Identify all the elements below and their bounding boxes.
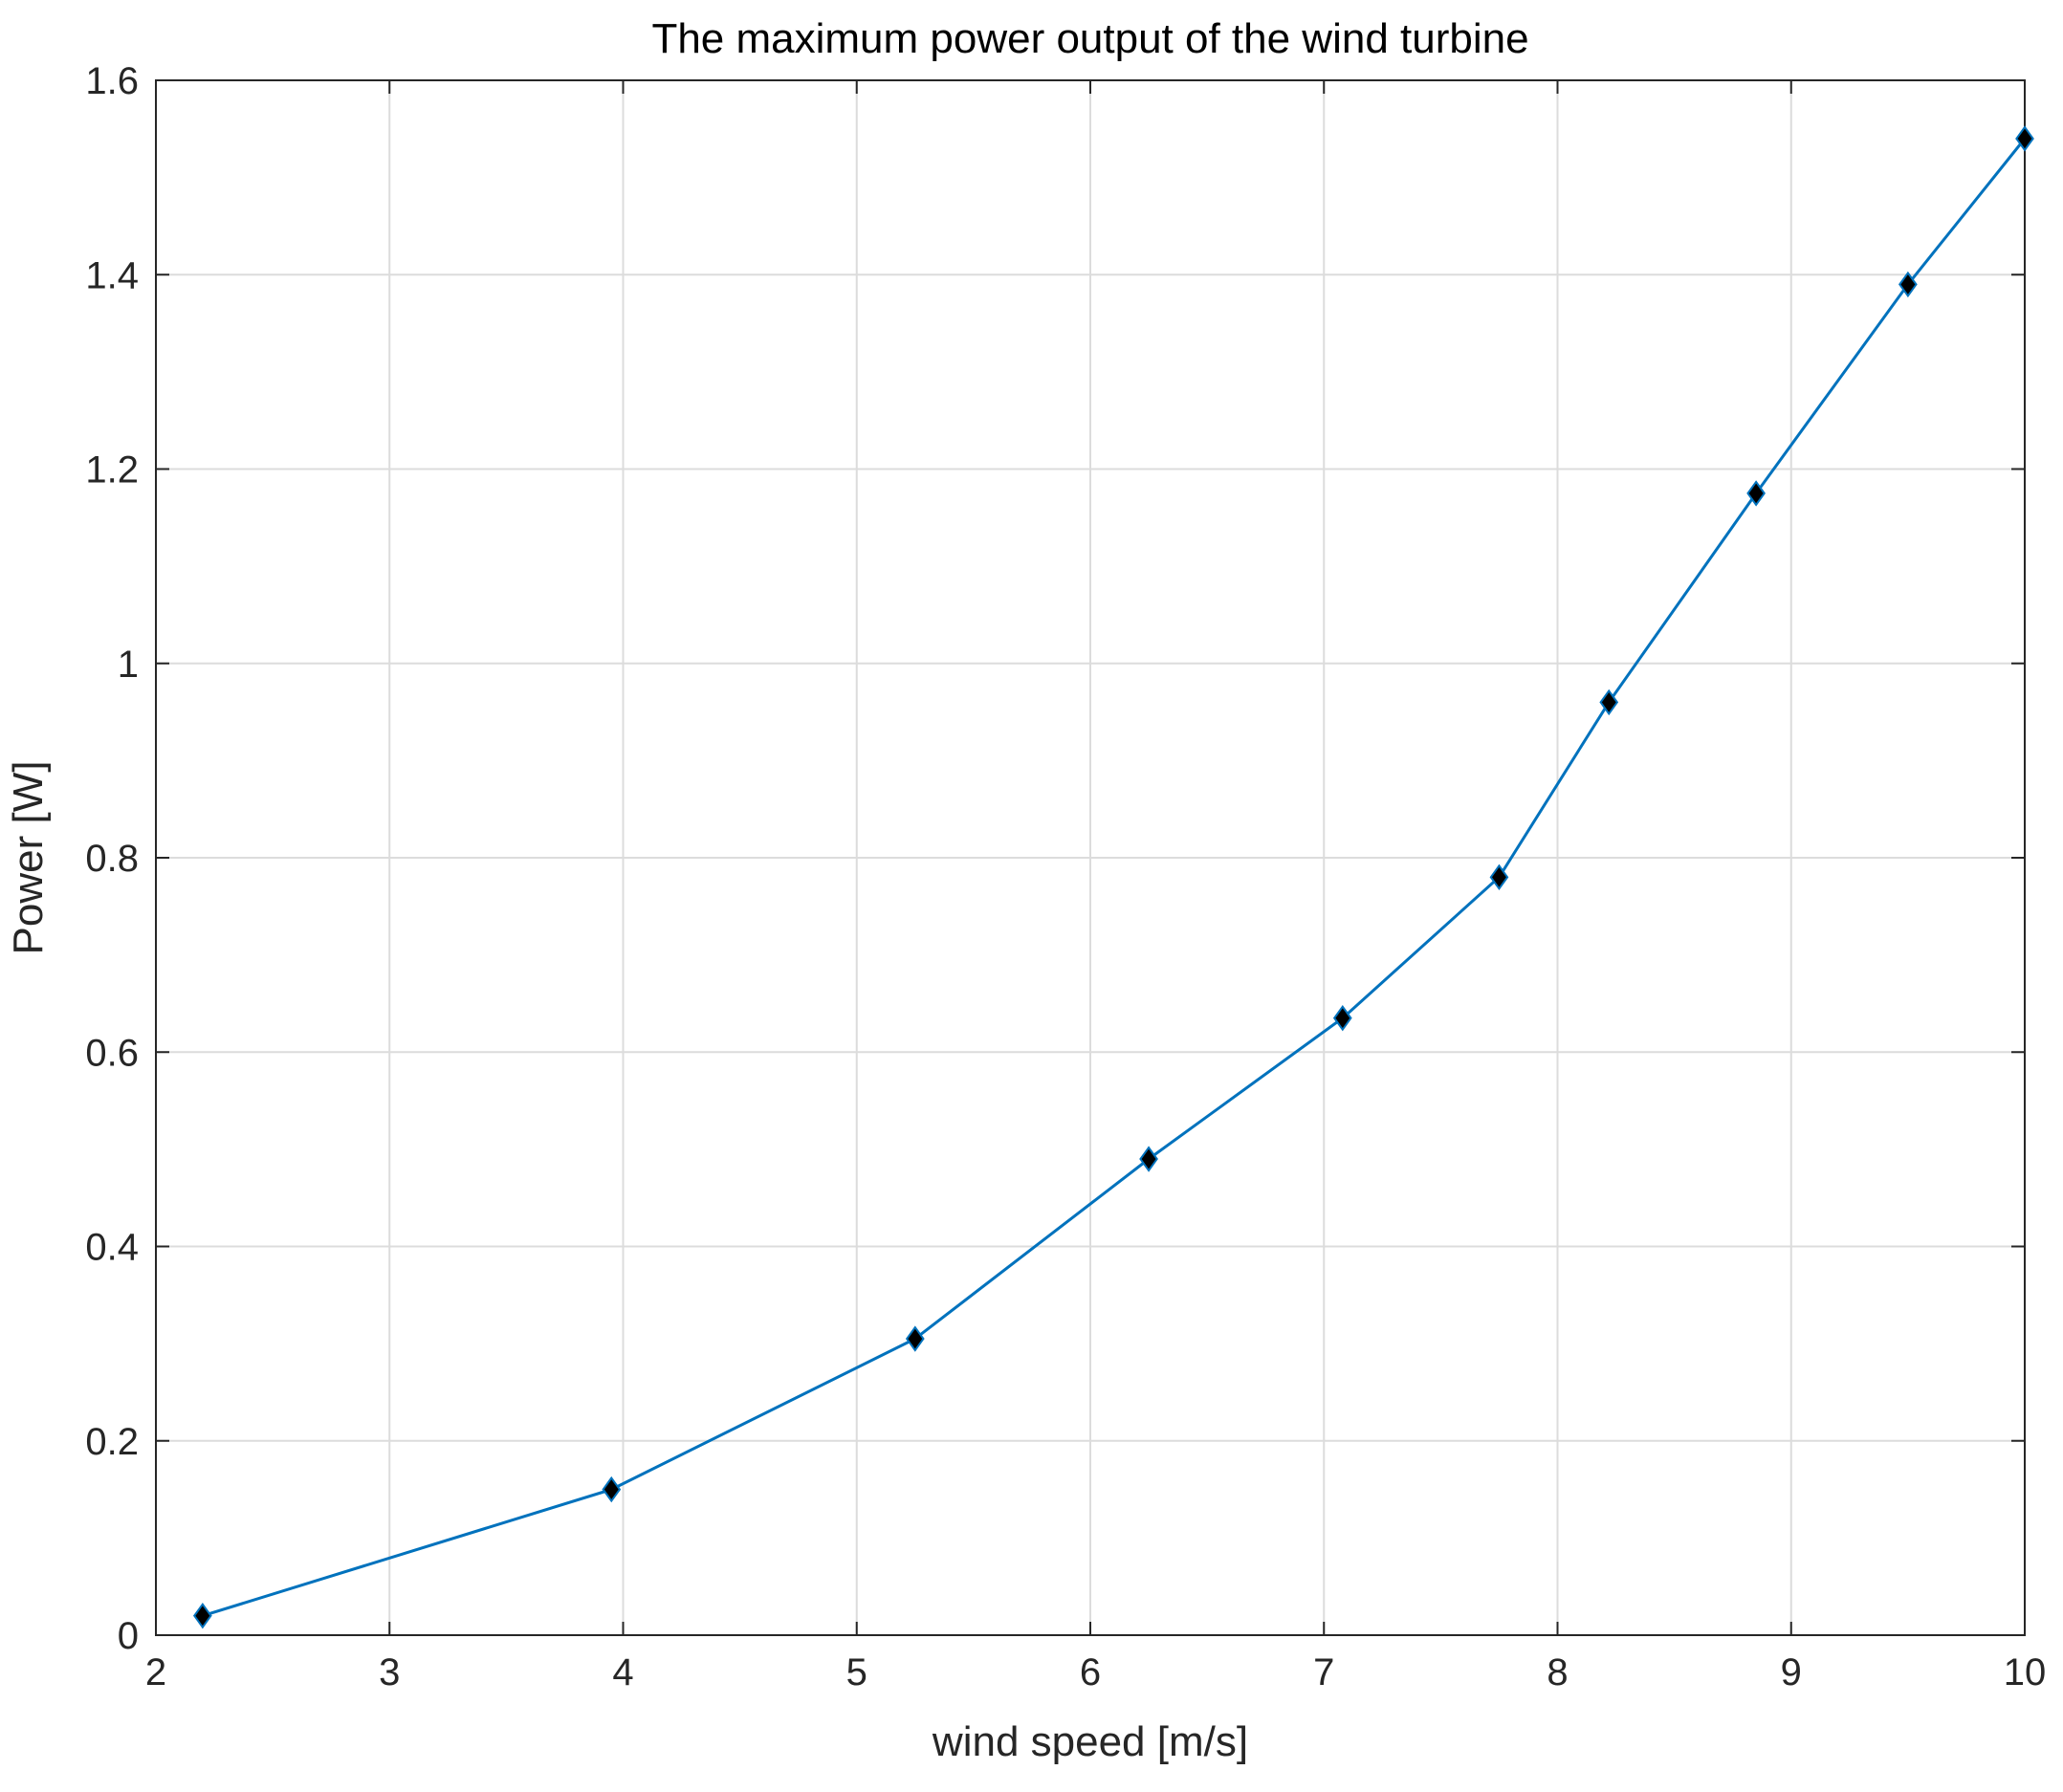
x-tick-label: 4 — [612, 1651, 633, 1694]
chart-title: The maximum power output of the wind tur… — [651, 15, 1528, 62]
x-tick-label: 2 — [145, 1651, 166, 1694]
x-tick-label: 5 — [846, 1651, 867, 1694]
x-tick-labels: 2 3 4 5 6 7 8 9 10 — [145, 1651, 2046, 1694]
y-tick-label: 1 — [118, 644, 139, 686]
plot-series — [192, 125, 2034, 1629]
x-tick-label: 8 — [1547, 1651, 1568, 1694]
y-tick-label: 0.6 — [85, 1032, 139, 1074]
data-point-marker — [1599, 688, 1619, 716]
x-tick-label: 7 — [1313, 1651, 1334, 1694]
x-tick-label: 3 — [379, 1651, 400, 1694]
y-tick-label: 1.4 — [85, 254, 139, 296]
x-tick-label: 9 — [1781, 1651, 1802, 1694]
series-line — [201, 137, 2027, 1618]
y-tick-label: 0 — [118, 1615, 139, 1657]
x-tick-label: 10 — [2004, 1651, 2047, 1694]
y-tick-label: 1.2 — [85, 449, 139, 492]
axis-ticks — [155, 79, 2026, 1636]
y-tick-label: 0.4 — [85, 1227, 139, 1269]
grid-lines — [156, 80, 2025, 1635]
x-axis-title: wind speed [m/s] — [932, 1718, 1248, 1765]
data-point-marker — [192, 1602, 212, 1629]
data-point-marker — [1489, 863, 1509, 891]
y-tick-label: 1.6 — [85, 60, 139, 102]
data-point-marker — [1139, 1146, 1158, 1172]
data-point-marker — [1898, 271, 1918, 298]
data-point-marker — [1746, 480, 1766, 507]
data-point-marker — [602, 1475, 622, 1503]
y-axis-title: Power [W] — [5, 761, 52, 955]
data-point-marker — [2015, 125, 2034, 152]
y-tick-label: 0.8 — [85, 838, 139, 880]
y-tick-labels: 0 0.2 0.4 0.6 0.8 1 1.2 1.4 1.6 — [85, 60, 139, 1657]
x-tick-label: 6 — [1080, 1651, 1101, 1694]
data-point-marker — [1332, 1004, 1352, 1032]
y-tick-label: 0.2 — [85, 1421, 139, 1463]
data-point-marker — [905, 1325, 925, 1352]
